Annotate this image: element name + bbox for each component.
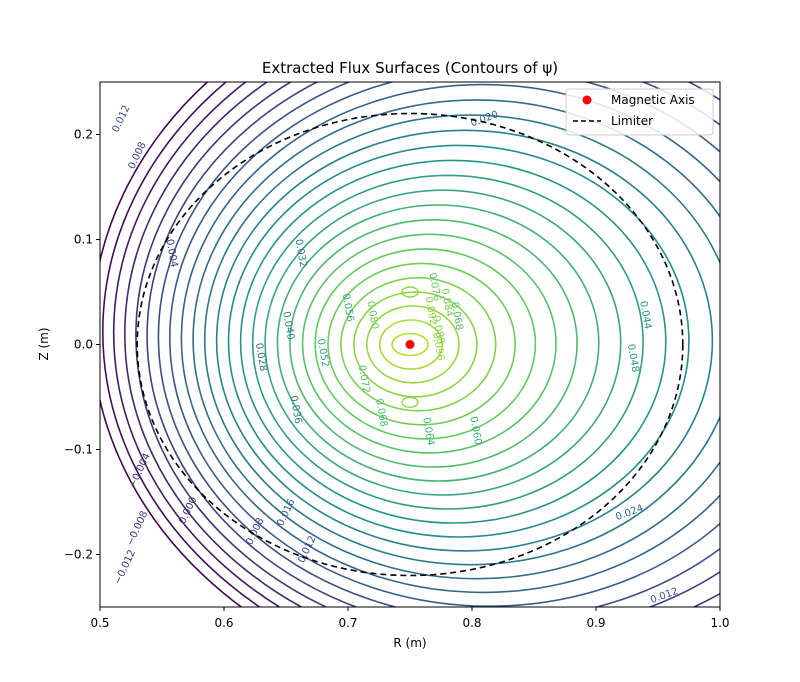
legend-box	[565, 88, 714, 136]
limiter-boundary	[136, 112, 684, 577]
contour-label: 0.052	[315, 338, 331, 368]
contour-label: 0.012	[649, 586, 680, 606]
contour-label: 0.096	[430, 332, 446, 362]
contour-label: 0.080	[364, 300, 380, 330]
flux-contour	[203, 114, 720, 566]
flux-contour	[239, 159, 667, 524]
contour-label: 0.048	[625, 343, 641, 373]
limiter-layer	[136, 112, 684, 577]
flux-contour	[378, 319, 444, 370]
flux-contour	[301, 233, 557, 454]
contour-label: −0.012	[112, 548, 138, 586]
flux-contour	[340, 276, 497, 412]
magnetic-axis-layer	[405, 340, 415, 349]
flux-contour	[365, 305, 460, 384]
y-tick-label: −0.2	[64, 548, 93, 562]
flux-contour	[146, 82, 720, 607]
x-tick-label: 0.7	[338, 616, 357, 630]
contour-label: 0.084	[439, 288, 455, 318]
contour-lines	[100, 82, 720, 607]
flux-contour	[169, 82, 720, 607]
chart-title: Extracted Flux Surfaces (Contours of ψ)	[262, 59, 558, 77]
flux-contour	[192, 99, 720, 580]
x-tick-label: 0.9	[586, 616, 605, 630]
contour-label: 0.060	[467, 416, 483, 446]
flux-contour	[314, 248, 537, 440]
flux-contour	[327, 262, 516, 426]
flux-contour	[276, 204, 600, 482]
flux-contour	[251, 174, 644, 510]
flux-contour	[227, 144, 690, 538]
y-axis-label: Z (m)	[37, 327, 51, 360]
x-axis-label: R (m)	[393, 636, 426, 650]
contour-label: 0.032	[293, 238, 309, 268]
flux-contour-lobe	[401, 396, 419, 408]
contour-label: 0.076	[426, 272, 442, 302]
contour-label: −0.008	[125, 509, 151, 547]
flux-contour	[135, 82, 720, 607]
x-axis: 0.5 0.6 0.7 0.8 0.9 1.0	[90, 607, 730, 630]
legend-limiter: Limiter	[611, 114, 653, 128]
contour-label: 0.004	[164, 238, 180, 268]
y-tick-label: −0.1	[64, 443, 93, 457]
flux-contour	[113, 82, 282, 607]
contour-label: 0.028	[253, 342, 269, 372]
y-axis: −0.2 −0.1 0.0 0.1 0.2	[64, 128, 100, 562]
y-tick-label: 0.0	[74, 338, 93, 352]
contour-label: 0.072	[356, 364, 372, 394]
flux-contour	[264, 189, 622, 496]
flux-contour	[180, 83, 720, 594]
flux-contour	[353, 291, 478, 398]
flux-contour	[157, 82, 720, 607]
legend: Magnetic Axis Limiter	[565, 88, 714, 136]
x-tick-label: 0.8	[462, 616, 481, 630]
contour-label: 0.012	[111, 104, 133, 135]
y-tick-label: 0.1	[74, 233, 93, 247]
x-tick-label: 1.0	[710, 616, 729, 630]
contour-label: 0.064	[420, 417, 436, 447]
contour-label: 0.040	[280, 311, 296, 341]
contour-label: 0.044	[637, 300, 653, 330]
flux-contour	[289, 218, 578, 468]
flux-contour	[124, 82, 304, 607]
legend-magnetic-axis: Magnetic Axis	[611, 93, 695, 107]
x-tick-label: 0.5	[90, 616, 109, 630]
flux-contour	[102, 82, 262, 607]
contour-label: 0.092	[423, 296, 439, 326]
y-tick-label: 0.2	[74, 128, 93, 142]
legend-axis-marker	[582, 95, 592, 105]
x-tick-label: 0.6	[214, 616, 233, 630]
contour-label: 0.088	[430, 315, 446, 345]
flux-contour	[215, 129, 714, 552]
flux-contour-lobe	[401, 286, 419, 298]
contour-label: 0.068	[449, 301, 465, 331]
contour-label: 0.056	[340, 293, 356, 323]
flux-contour	[391, 332, 429, 357]
magnetic-axis-point	[405, 340, 415, 349]
contour-label: 0.068	[373, 398, 389, 428]
contour-label: 0.036	[288, 395, 304, 425]
